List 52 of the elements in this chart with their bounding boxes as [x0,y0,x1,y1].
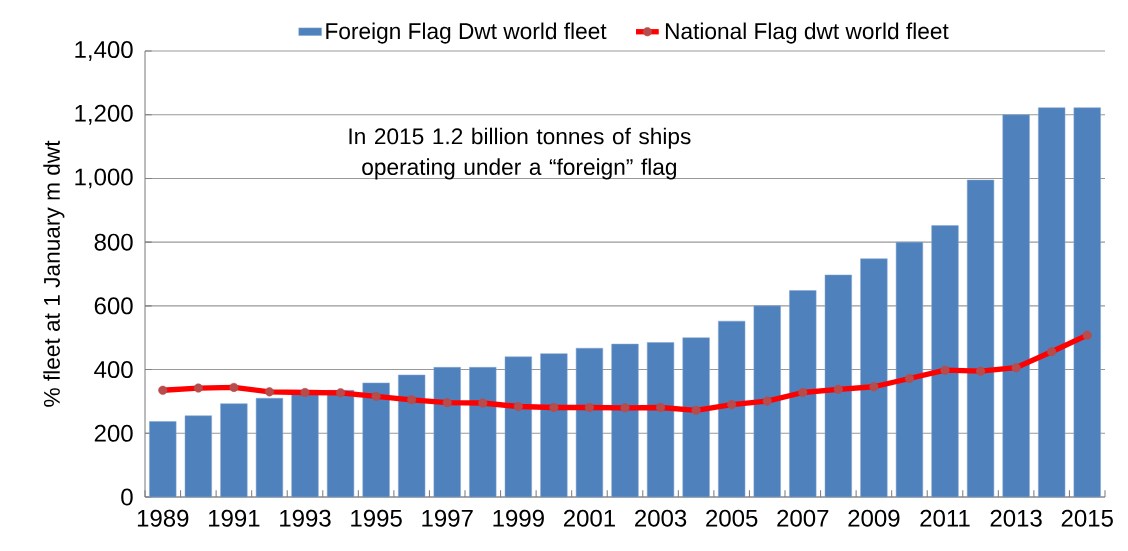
bar [611,343,639,498]
y-axis-title: % fleet at 1 January m dwt [43,140,65,407]
bar [540,353,568,498]
bar [220,403,248,498]
bar [895,241,924,498]
bar [860,258,888,498]
y-tick-label: 400 [94,361,133,379]
bar [326,390,355,498]
legend-label: Foreign Flag Dwt world fleet [326,22,607,44]
bar [149,421,177,498]
y-tick-label: 1,000 [75,168,133,189]
x-tick-label: 2013 [990,509,1042,527]
bar [646,342,675,498]
y-tick-label: 0 [121,488,133,506]
bar [718,320,746,498]
bar [575,347,604,498]
x-tick-label: 1989 [137,509,189,527]
bar [469,367,497,498]
x-tick-label: 1997 [422,509,473,527]
legend-label: National Flag dwt world fleet [665,22,949,44]
y-tick-label: 1,200 [75,104,133,125]
bar [789,290,817,498]
bar [931,225,959,498]
x-tick-label: 1999 [493,509,544,527]
bar [1002,114,1030,498]
y-tick-label: 600 [94,297,133,315]
x-tick-label: 1991 [209,509,260,527]
bar [1073,107,1101,498]
bar [433,367,461,498]
annotation: In 2015 1.2 billion tonnes of ships operating under a “foreign” flag [349,127,691,180]
y-tick-label: 200 [94,424,133,442]
bar [398,374,426,498]
bar [682,337,710,498]
bar [362,382,390,498]
y-tick-label: 800 [94,233,133,251]
bar [966,179,995,498]
x-tick-label: 2009 [848,509,900,527]
bar [1038,107,1066,498]
bar [753,305,781,498]
bar [504,356,532,498]
x-tick-label: 1993 [280,509,331,527]
y-tick-label: 1,400 [75,41,133,61]
bar [824,274,852,498]
x-tick-label: 2011 [920,509,970,527]
x-tick-label: 2005 [706,509,758,527]
bar [184,415,212,498]
x-tick-label: 1995 [351,509,402,527]
x-tick-label: 2015 [1061,509,1113,527]
x-tick-label: 2001 [563,509,615,527]
bar [255,397,284,498]
x-tick-label: 2003 [635,509,687,527]
x-tick-label: 2007 [777,509,829,527]
